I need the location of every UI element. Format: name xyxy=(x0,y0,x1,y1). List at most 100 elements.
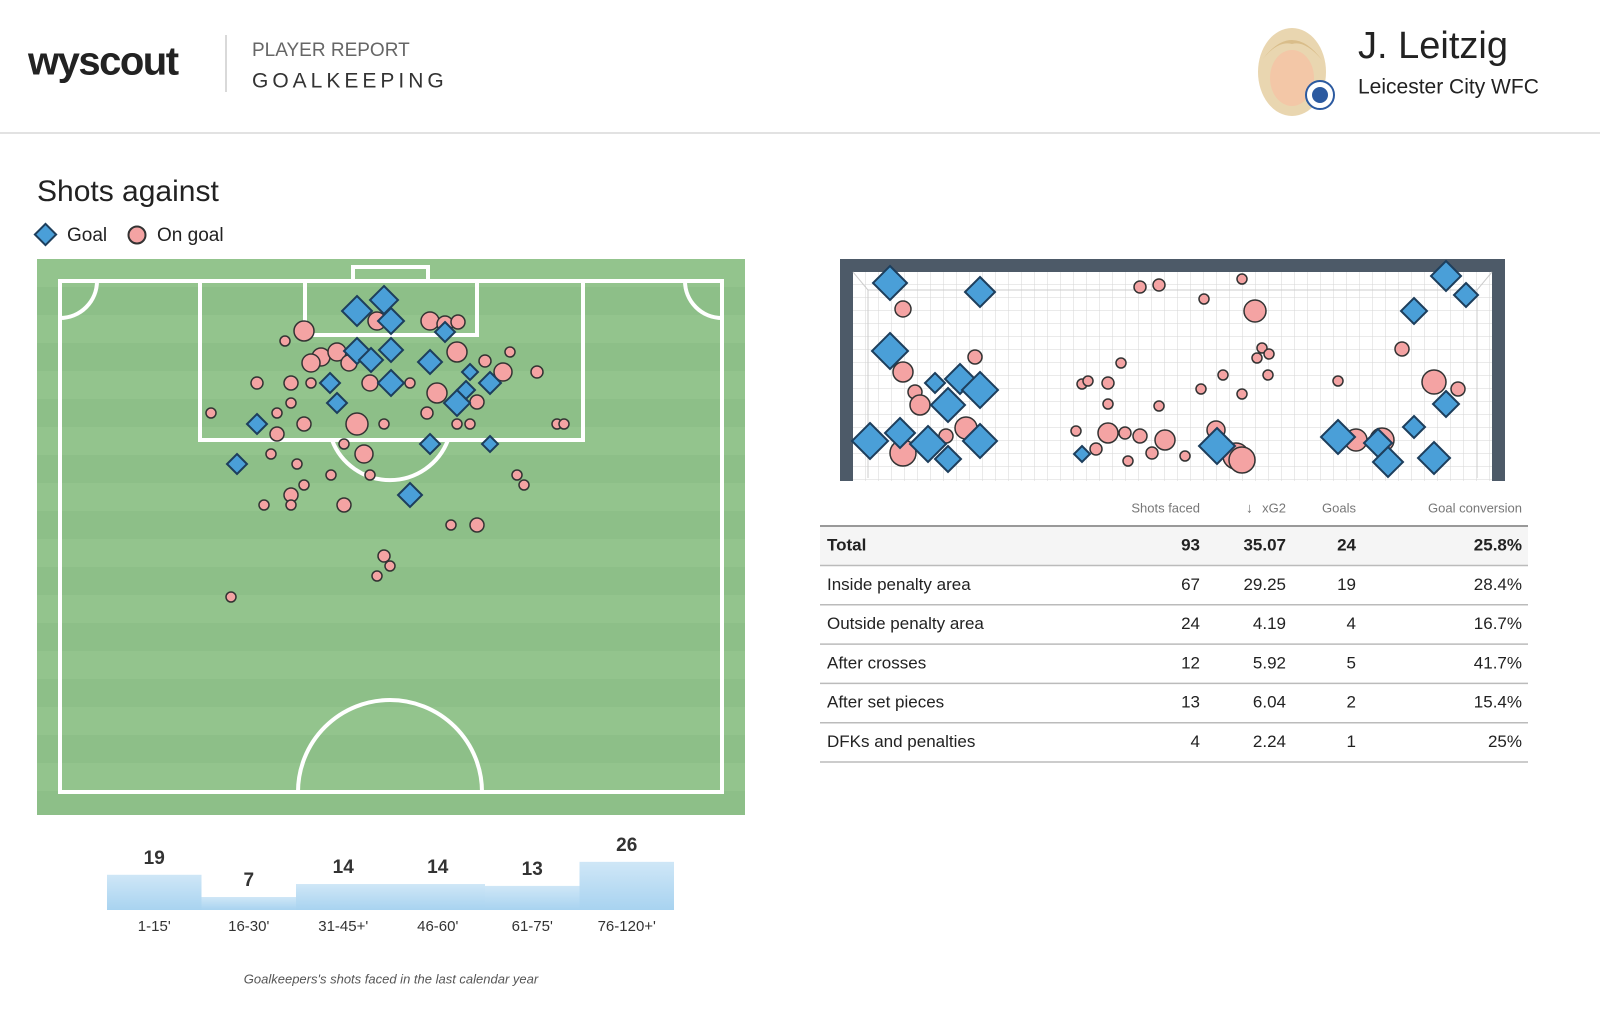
shot-marker-on-goal xyxy=(1070,425,1082,437)
shot-marker-on-goal xyxy=(1089,442,1103,456)
shot-marker-on-goal xyxy=(298,479,310,491)
x-tick-label: 16-30' xyxy=(228,918,269,935)
shot-marker-goal xyxy=(376,368,406,398)
shot-marker-on-goal xyxy=(420,311,440,331)
column-header: Shots faced xyxy=(1131,500,1200,515)
table-cell: 67 xyxy=(1181,575,1200,594)
row-label: Total xyxy=(827,535,866,554)
shot-marker-on-goal xyxy=(1243,299,1267,323)
table-cell: 13 xyxy=(1181,693,1200,712)
x-tick-label: 1-15' xyxy=(138,918,171,935)
shot-marker-goal xyxy=(908,424,948,464)
table-cell: 93 xyxy=(1181,535,1200,554)
row-label: After crosses xyxy=(827,653,926,672)
shot-marker-on-goal xyxy=(384,560,396,572)
shot-marker-on-goal xyxy=(1228,446,1256,474)
shot-marker-on-goal xyxy=(1195,383,1207,395)
table-cell: 28.4% xyxy=(1474,575,1522,594)
shot-marker-on-goal xyxy=(1450,381,1466,397)
shot-marker-on-goal xyxy=(296,416,312,432)
column-header: xG2 xyxy=(1262,500,1286,515)
shot-marker-on-goal xyxy=(293,320,315,342)
team-name: Leicester City WFC xyxy=(1358,76,1539,99)
shot-marker-on-goal xyxy=(301,353,321,373)
bar-shine xyxy=(201,897,296,910)
x-tick-label: 46-60' xyxy=(417,918,458,935)
shot-marker-on-goal xyxy=(225,591,237,603)
shot-marker-on-goal xyxy=(1145,446,1159,460)
shot-marker-on-goal xyxy=(1251,352,1263,364)
report-title: GOALKEEPING xyxy=(252,70,448,93)
shot-marker-on-goal xyxy=(445,519,457,531)
shot-marker-on-goal xyxy=(1122,455,1134,467)
shot-marker-on-goal xyxy=(1132,428,1148,444)
shot-marker-goal xyxy=(396,481,424,509)
column-header: Goals xyxy=(1322,500,1356,515)
shot-marker-goal xyxy=(1072,444,1092,464)
shot-marker-on-goal xyxy=(1102,398,1114,410)
shot-marker-goal xyxy=(1452,281,1480,309)
shot-marker-on-goal xyxy=(493,362,513,382)
shot-marker-on-goal xyxy=(305,377,317,389)
table-cell: 4.19 xyxy=(1253,614,1286,633)
shot-marker-on-goal xyxy=(336,497,352,513)
table-cell: 2 xyxy=(1347,693,1356,712)
x-tick-label: 31-45+' xyxy=(318,918,368,935)
legend-label: On goal xyxy=(157,225,224,246)
table-cell: 5.92 xyxy=(1253,653,1286,672)
shot-marker-goal xyxy=(1197,426,1237,466)
shot-marker-on-goal xyxy=(478,354,492,368)
shot-marker-on-goal xyxy=(909,394,931,416)
column-header: Goal conversion xyxy=(1428,500,1522,515)
shot-marker-on-goal xyxy=(1236,273,1248,285)
goal-view xyxy=(840,259,1505,481)
value-label: 14 xyxy=(333,857,355,878)
shot-marker-on-goal xyxy=(894,300,912,318)
shot-marker-goal xyxy=(376,306,406,336)
shot-marker-on-goal xyxy=(377,549,391,563)
table-cell: 24 xyxy=(1181,614,1200,633)
shot-marker-on-goal xyxy=(558,418,570,430)
shot-marker-on-goal xyxy=(1101,376,1115,390)
shot-marker-goal xyxy=(850,421,890,461)
footnote: Goalkeepers's shots faced in the last ca… xyxy=(244,971,539,986)
table-cell: 12 xyxy=(1181,653,1200,672)
table-cell: 29.25 xyxy=(1243,575,1286,594)
shot-marker-on-goal xyxy=(205,407,217,419)
value-label: 19 xyxy=(144,848,165,869)
shot-marker-on-goal xyxy=(378,418,390,430)
shot-marker-on-goal xyxy=(345,412,369,436)
bar-shine xyxy=(107,874,202,910)
shot-marker-on-goal xyxy=(450,314,466,330)
shot-marker-on-goal xyxy=(285,397,297,409)
shot-marker-on-goal xyxy=(469,517,485,533)
shots-table: ↓ Shots faced xG2 Goals Goal conversion Tota… xyxy=(820,500,1528,763)
shot-marker-goal xyxy=(1431,389,1461,419)
shot-marker-on-goal xyxy=(1394,341,1410,357)
sort-icon: ↓ xyxy=(1246,500,1253,516)
shot-marker-on-goal xyxy=(291,458,303,470)
bar-shine xyxy=(579,861,674,910)
shot-marker-goal xyxy=(433,320,457,344)
shot-marker-on-goal xyxy=(364,469,376,481)
table-cell: 24 xyxy=(1337,535,1356,554)
shot-marker-goal xyxy=(870,331,910,371)
shot-marker-on-goal xyxy=(1262,369,1274,381)
shot-marker-on-goal xyxy=(420,406,434,420)
player-name: J. Leitzig xyxy=(1358,25,1508,67)
shot-marker-goal xyxy=(477,370,503,396)
shot-marker-on-goal xyxy=(279,335,291,347)
table-cell: 25% xyxy=(1488,732,1522,751)
shot-marker-goal xyxy=(460,362,480,382)
shot-marker-on-goal xyxy=(1133,280,1147,294)
shot-marker-on-goal xyxy=(464,418,476,430)
shot-marker-goal xyxy=(245,412,269,436)
table-cell: 4 xyxy=(1191,732,1200,751)
shot-marker-on-goal xyxy=(250,376,264,390)
shot-marker-on-goal xyxy=(269,426,285,442)
shot-marker-on-goal xyxy=(271,407,283,419)
shot-marker-goal xyxy=(357,346,385,374)
shot-marker-goal xyxy=(1401,414,1427,440)
shot-marker-on-goal xyxy=(361,374,379,392)
x-tick-label: 61-75' xyxy=(512,918,553,935)
